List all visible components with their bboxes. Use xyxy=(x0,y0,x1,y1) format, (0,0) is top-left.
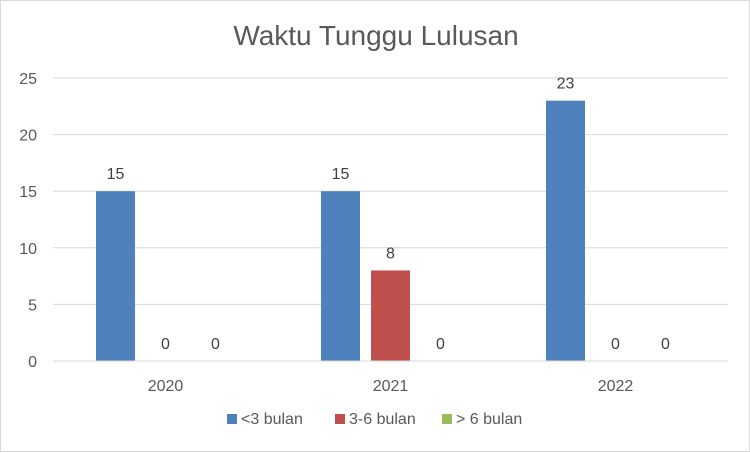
x-tick-label: 2020 xyxy=(148,378,184,395)
bar-2020--3-bulan xyxy=(96,191,135,361)
y-tick-label: 0 xyxy=(28,354,37,371)
legend-label: > 6 bulan xyxy=(456,411,522,428)
y-tick-label: 5 xyxy=(28,297,37,314)
legend-swatch xyxy=(227,414,237,424)
data-label: 0 xyxy=(611,336,620,353)
x-tick-label: 2021 xyxy=(373,378,409,395)
x-tick-label: 2022 xyxy=(598,378,634,395)
data-label: 0 xyxy=(436,336,445,353)
data-label: 15 xyxy=(332,166,350,183)
y-tick-label: 15 xyxy=(19,184,37,201)
y-tick-label: 25 xyxy=(19,71,37,88)
data-label: 0 xyxy=(211,336,220,353)
chart-title: Waktu Tunggu Lulusan xyxy=(233,20,518,51)
bar-2022--3-bulan xyxy=(546,100,585,361)
bar-2021-3-6-bulan xyxy=(371,270,410,361)
x-axis: 2020 2021 2022 xyxy=(53,360,728,395)
bars: 15 0 0 15 8 0 23 0 0 xyxy=(96,76,670,361)
legend: <3 bulan 3-6 bulan > 6 bulan xyxy=(227,411,522,428)
data-label: 0 xyxy=(161,336,170,353)
y-axis: 0 5 10 15 20 25 xyxy=(19,71,37,371)
legend-label: <3 bulan xyxy=(241,411,303,428)
legend-swatch xyxy=(335,414,345,424)
bar-2021--3-bulan xyxy=(321,191,360,361)
legend-label: 3-6 bulan xyxy=(349,411,416,428)
data-label: 8 xyxy=(386,245,395,262)
y-tick-label: 10 xyxy=(19,241,37,258)
data-label: 23 xyxy=(557,76,575,93)
data-label: 0 xyxy=(661,336,670,353)
legend-swatch xyxy=(442,414,452,424)
data-label: 15 xyxy=(107,166,125,183)
y-tick-label: 20 xyxy=(19,128,37,145)
